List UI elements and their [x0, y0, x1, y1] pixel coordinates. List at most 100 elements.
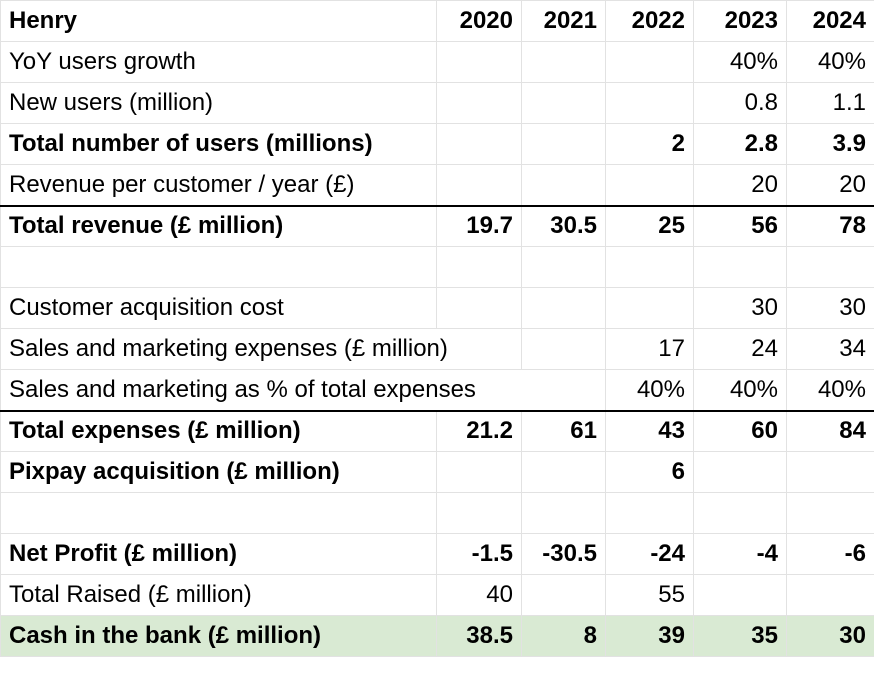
table-cell[interactable] — [436, 164, 522, 206]
row-label[interactable]: Sales and marketing as % of total expens… — [0, 369, 476, 411]
table-cell[interactable]: 0.8 — [693, 82, 787, 124]
sheet-title[interactable]: Henry — [0, 0, 437, 42]
table-cell[interactable]: 56 — [693, 204, 787, 247]
year-header[interactable]: 2023 — [693, 0, 787, 42]
table-cell[interactable] — [436, 287, 522, 329]
table-cell[interactable]: 60 — [693, 409, 787, 452]
year-header[interactable]: 2020 — [436, 0, 522, 42]
table-cell[interactable] — [693, 492, 787, 534]
table-cell[interactable] — [786, 246, 874, 288]
table-cell[interactable] — [436, 123, 522, 165]
table-cell[interactable]: 40% — [693, 41, 787, 83]
table-cell[interactable] — [436, 369, 522, 411]
table-cell[interactable] — [693, 246, 787, 288]
table-cell[interactable] — [436, 246, 522, 288]
table-cell[interactable]: 55 — [605, 574, 694, 616]
table-cell[interactable]: -24 — [605, 533, 694, 575]
table-cell[interactable]: 78 — [786, 204, 874, 247]
table-cell[interactable]: -1.5 — [436, 533, 522, 575]
row-label[interactable]: YoY users growth — [0, 41, 437, 83]
table-cell[interactable] — [521, 41, 606, 83]
table-cell[interactable] — [605, 82, 694, 124]
table-cell[interactable] — [436, 328, 522, 370]
table-cell[interactable]: -30.5 — [521, 533, 606, 575]
table-cell[interactable]: 40 — [436, 574, 522, 616]
row-label[interactable]: Total revenue (£ million) — [0, 204, 437, 247]
table-cell[interactable] — [436, 82, 522, 124]
row-label[interactable]: Sales and marketing expenses (£ million) — [0, 328, 448, 370]
table-cell[interactable]: 19.7 — [436, 204, 522, 247]
table-cell[interactable]: 30 — [693, 287, 787, 329]
table-row — [0, 246, 874, 288]
table-cell[interactable]: 3.9 — [786, 123, 874, 165]
table-cell[interactable]: 1.1 — [786, 82, 874, 124]
row-label[interactable]: Total number of users (millions) — [0, 123, 437, 165]
table-cell[interactable]: 34 — [786, 328, 874, 370]
row-label[interactable]: Revenue per customer / year (£) — [0, 164, 437, 206]
table-cell[interactable]: 24 — [693, 328, 787, 370]
table-cell[interactable]: 20 — [786, 164, 874, 206]
table-cell[interactable]: 25 — [605, 204, 694, 247]
table-row: Sales and marketing expenses (£ million)… — [0, 328, 874, 370]
table-cell[interactable]: 40% — [693, 369, 787, 411]
table-cell[interactable]: 6 — [605, 451, 694, 493]
table-cell[interactable] — [521, 82, 606, 124]
table-cell[interactable] — [521, 123, 606, 165]
table-cell[interactable] — [521, 287, 606, 329]
row-label[interactable]: Cash in the bank (£ million) — [0, 615, 437, 657]
table-cell[interactable] — [436, 41, 522, 83]
table-cell[interactable]: 84 — [786, 409, 874, 452]
table-cell[interactable]: 30.5 — [521, 204, 606, 247]
table-cell[interactable] — [693, 451, 787, 493]
table-cell[interactable] — [521, 451, 606, 493]
table-cell[interactable] — [605, 41, 694, 83]
table-cell[interactable] — [605, 287, 694, 329]
table-cell[interactable]: 39 — [605, 615, 694, 657]
table-cell[interactable] — [693, 574, 787, 616]
table-cell[interactable]: 2.8 — [693, 123, 787, 165]
year-header[interactable]: 2021 — [521, 0, 606, 42]
table-cell[interactable]: 2 — [605, 123, 694, 165]
row-label[interactable]: New users (million) — [0, 82, 437, 124]
row-label[interactable]: Total Raised (£ million) — [0, 574, 437, 616]
table-cell[interactable] — [521, 246, 606, 288]
table-cell[interactable]: 61 — [521, 409, 606, 452]
row-label[interactable] — [0, 492, 437, 534]
table-cell[interactable] — [521, 492, 606, 534]
row-label[interactable]: Total expenses (£ million) — [0, 409, 437, 452]
table-cell[interactable]: 30 — [786, 615, 874, 657]
table-cell[interactable] — [436, 492, 522, 534]
table-cell[interactable] — [605, 246, 694, 288]
table-cell[interactable] — [521, 574, 606, 616]
table-cell[interactable] — [521, 369, 606, 411]
table-cell[interactable]: 30 — [786, 287, 874, 329]
row-label[interactable]: Customer acquisition cost — [0, 287, 437, 329]
table-cell[interactable]: 35 — [693, 615, 787, 657]
row-label[interactable] — [0, 246, 437, 288]
table-cell[interactable]: 21.2 — [436, 409, 522, 452]
table-cell[interactable]: 17 — [605, 328, 694, 370]
table-cell[interactable] — [605, 492, 694, 534]
table-cell[interactable]: 20 — [693, 164, 787, 206]
table-cell[interactable] — [605, 164, 694, 206]
year-header[interactable]: 2024 — [786, 0, 874, 42]
year-header[interactable]: 2022 — [605, 0, 694, 42]
table-cell[interactable] — [521, 328, 606, 370]
table-cell[interactable] — [521, 164, 606, 206]
table-cell[interactable]: 43 — [605, 409, 694, 452]
table-cell[interactable] — [436, 451, 522, 493]
table-row: Total revenue (£ million) 19.7 30.5 25 5… — [0, 204, 874, 247]
row-label[interactable]: Net Profit (£ million) — [0, 533, 437, 575]
table-cell[interactable]: 40% — [786, 369, 874, 411]
table-cell[interactable]: 40% — [786, 41, 874, 83]
table-cell[interactable] — [786, 451, 874, 493]
table-cell[interactable] — [786, 574, 874, 616]
table-cell[interactable]: 38.5 — [436, 615, 522, 657]
table-cell[interactable]: 40% — [605, 369, 694, 411]
table-cell[interactable]: -6 — [786, 533, 874, 575]
table-cell[interactable]: -4 — [693, 533, 787, 575]
table-cell[interactable] — [786, 492, 874, 534]
row-label[interactable]: Pixpay acquisition (£ million) — [0, 451, 437, 493]
table-cell[interactable]: 8 — [521, 615, 606, 657]
table-row-highlighted: Cash in the bank (£ million) 38.5 8 39 3… — [0, 615, 874, 657]
